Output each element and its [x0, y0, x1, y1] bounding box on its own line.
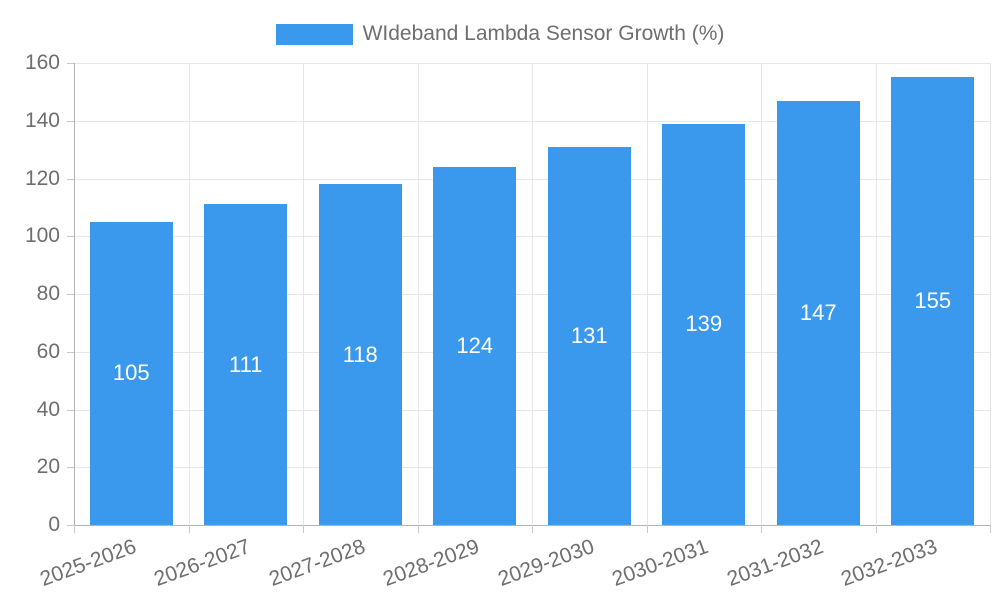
x-tick-mark [74, 525, 75, 533]
y-tick-label: 0 [48, 513, 60, 536]
x-tick-label: 2028-2029 [380, 535, 483, 591]
x-tick-mark [761, 525, 762, 533]
bar-value-label: 111 [229, 351, 263, 377]
bar-value-label: 131 [570, 322, 608, 348]
bar-value-label: 155 [914, 288, 952, 314]
v-gridline [990, 63, 991, 525]
y-axis-line [74, 63, 75, 525]
chart-legend[interactable]: WIdeband Lambda Sensor Growth (%) [0, 22, 1000, 46]
v-gridline [188, 63, 190, 525]
bar-2027-2028[interactable]: 118 [318, 184, 402, 525]
v-gridline [875, 63, 877, 525]
y-tick-label: 20 [36, 455, 60, 479]
x-tick-label: 2026-2027 [151, 535, 254, 591]
x-tick-mark [990, 525, 991, 533]
y-tick-mark [67, 351, 74, 353]
x-tick-label: 2030-2031 [609, 535, 712, 591]
x-tick-label: 2031-2032 [723, 535, 827, 591]
y-tick-label: 60 [36, 339, 60, 363]
legend-label: WIdeband Lambda Sensor Growth (%) [362, 22, 725, 45]
x-tick-mark [532, 525, 533, 533]
y-tick-label: 160 [24, 51, 60, 74]
y-tick-mark [67, 120, 74, 122]
x-tick-label: 2027-2028 [265, 535, 369, 591]
x-tick-mark [303, 525, 304, 533]
bar-value-label: 118 [342, 341, 378, 367]
x-tick-mark [417, 525, 419, 533]
x-tick-mark [875, 525, 877, 533]
bar-2025-2026[interactable]: 105 [89, 221, 173, 525]
y-tick-mark [67, 525, 74, 526]
y-tick-mark [67, 63, 74, 64]
y-tick-label: 120 [24, 166, 60, 190]
bar-2032-2033[interactable]: 155 [891, 77, 975, 525]
y-tick-mark [67, 467, 74, 469]
y-tick-mark [67, 409, 74, 411]
y-tick-mark [67, 236, 74, 238]
bar-2026-2027[interactable]: 111 [204, 204, 288, 525]
bar-2031-2032[interactable]: 147 [776, 100, 860, 525]
y-tick-mark [67, 294, 74, 295]
bar-value-label: 147 [799, 299, 837, 325]
y-tick-label: 100 [24, 224, 60, 248]
v-gridline [532, 63, 533, 525]
legend-swatch-icon [275, 23, 353, 45]
bar-value-label: 124 [456, 332, 494, 358]
y-tick-label: 140 [24, 108, 60, 132]
x-tick-label: 2032-2033 [838, 535, 941, 591]
bar-2028-2029[interactable]: 124 [433, 166, 517, 525]
v-gridline [417, 63, 419, 525]
bar-2029-2030[interactable]: 131 [547, 146, 631, 525]
x-tick-label: 2029-2030 [494, 535, 598, 591]
x-tick-label: 2025-2026 [36, 535, 140, 591]
x-tick-mark [646, 525, 648, 533]
x-tick-mark [188, 525, 190, 533]
bar-2030-2031[interactable]: 139 [662, 123, 746, 525]
v-gridline [303, 63, 304, 525]
v-gridline [761, 63, 762, 525]
v-gridline [646, 63, 648, 525]
y-tick-mark [67, 178, 74, 180]
plot-area[interactable]: 105 111 118 124 131 139 147 155 [74, 63, 991, 525]
y-tick-label: 80 [36, 282, 60, 305]
bar-value-label: 139 [685, 311, 723, 337]
bar-value-label: 105 [112, 360, 150, 386]
y-tick-label: 40 [36, 397, 60, 421]
